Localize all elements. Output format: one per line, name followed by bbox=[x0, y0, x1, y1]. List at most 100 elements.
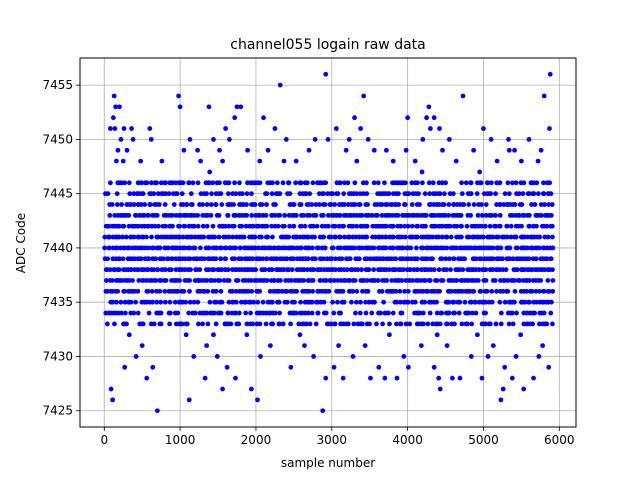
data-point bbox=[233, 245, 239, 251]
data-point bbox=[293, 180, 299, 186]
data-point bbox=[114, 202, 120, 207]
data-point bbox=[462, 256, 468, 262]
data-point bbox=[223, 126, 229, 131]
data-point bbox=[391, 234, 396, 240]
data-point bbox=[342, 202, 347, 207]
data-point bbox=[256, 245, 261, 251]
data-point bbox=[115, 288, 121, 294]
data-point bbox=[414, 234, 420, 240]
data-point bbox=[502, 364, 508, 370]
data-point bbox=[180, 234, 186, 240]
data-point bbox=[320, 408, 326, 414]
data-point bbox=[283, 136, 289, 142]
data-point bbox=[529, 288, 535, 294]
x-tick-label: 0 bbox=[100, 433, 108, 447]
data-point bbox=[548, 256, 554, 262]
data-point bbox=[371, 147, 377, 153]
data-point bbox=[269, 191, 275, 197]
data-point bbox=[323, 278, 329, 283]
data-point bbox=[264, 202, 269, 207]
data-point bbox=[257, 180, 263, 186]
data-point bbox=[169, 212, 175, 218]
data-point bbox=[383, 147, 389, 153]
data-point bbox=[268, 245, 274, 251]
data-point bbox=[263, 212, 269, 218]
data-point bbox=[425, 288, 431, 294]
data-point bbox=[306, 288, 312, 294]
data-point bbox=[248, 310, 253, 316]
data-point bbox=[398, 310, 404, 316]
data-point bbox=[415, 267, 421, 273]
data-point bbox=[359, 267, 364, 273]
data-point bbox=[206, 104, 212, 110]
data-point bbox=[481, 234, 486, 240]
data-point bbox=[212, 278, 217, 283]
data-point bbox=[550, 267, 555, 273]
data-point bbox=[126, 332, 132, 338]
data-point bbox=[350, 288, 356, 294]
y-tick-label: 7435 bbox=[42, 295, 73, 309]
data-point bbox=[341, 191, 347, 197]
data-point bbox=[520, 191, 526, 197]
data-point bbox=[508, 223, 514, 229]
data-point bbox=[238, 104, 244, 110]
data-point bbox=[514, 267, 520, 273]
data-point bbox=[169, 256, 175, 262]
data-point bbox=[332, 321, 338, 327]
data-point bbox=[413, 245, 419, 251]
data-point bbox=[269, 223, 274, 229]
data-point bbox=[236, 321, 242, 327]
data-point bbox=[277, 321, 282, 327]
data-point bbox=[521, 212, 527, 218]
data-point bbox=[220, 158, 225, 164]
data-point bbox=[146, 245, 151, 251]
data-point bbox=[420, 321, 426, 327]
data-point bbox=[204, 343, 210, 349]
data-point bbox=[535, 158, 541, 164]
data-point bbox=[293, 158, 299, 164]
data-point bbox=[374, 321, 379, 327]
data-point bbox=[187, 245, 193, 251]
data-point bbox=[313, 202, 319, 207]
data-point bbox=[483, 267, 489, 273]
data-point bbox=[452, 310, 458, 316]
data-point bbox=[336, 343, 342, 349]
data-point bbox=[527, 278, 532, 283]
data-point bbox=[380, 321, 386, 327]
data-point bbox=[330, 245, 336, 251]
data-point bbox=[350, 223, 356, 229]
data-point bbox=[476, 267, 482, 273]
data-point bbox=[167, 310, 173, 316]
data-point bbox=[311, 267, 316, 273]
data-point bbox=[301, 212, 306, 218]
data-point bbox=[259, 234, 264, 240]
data-point bbox=[260, 256, 266, 262]
data-point bbox=[431, 115, 437, 121]
data-point bbox=[440, 245, 446, 251]
chart-title: channel055 logain raw data bbox=[230, 37, 425, 53]
data-point bbox=[132, 288, 137, 294]
data-point bbox=[436, 234, 441, 240]
data-point bbox=[135, 267, 141, 273]
data-point bbox=[110, 299, 116, 305]
data-point bbox=[133, 354, 139, 359]
data-point bbox=[175, 288, 181, 294]
x-axis-ticks: 0 1000 2000 3000 4000 5000 6000 bbox=[100, 427, 575, 447]
data-point bbox=[444, 234, 450, 240]
data-point bbox=[417, 310, 423, 316]
data-point bbox=[500, 288, 506, 294]
data-point bbox=[365, 136, 371, 142]
data-point bbox=[457, 375, 463, 381]
data-point bbox=[108, 386, 114, 392]
data-point bbox=[114, 299, 119, 305]
data-point bbox=[416, 212, 421, 218]
data-point bbox=[507, 245, 513, 251]
data-point bbox=[484, 288, 490, 294]
data-point bbox=[387, 321, 392, 327]
data-point bbox=[488, 136, 494, 142]
data-point bbox=[398, 321, 404, 327]
data-point bbox=[271, 245, 277, 251]
data-point bbox=[498, 310, 504, 316]
data-point bbox=[207, 299, 213, 305]
data-point bbox=[135, 310, 141, 316]
